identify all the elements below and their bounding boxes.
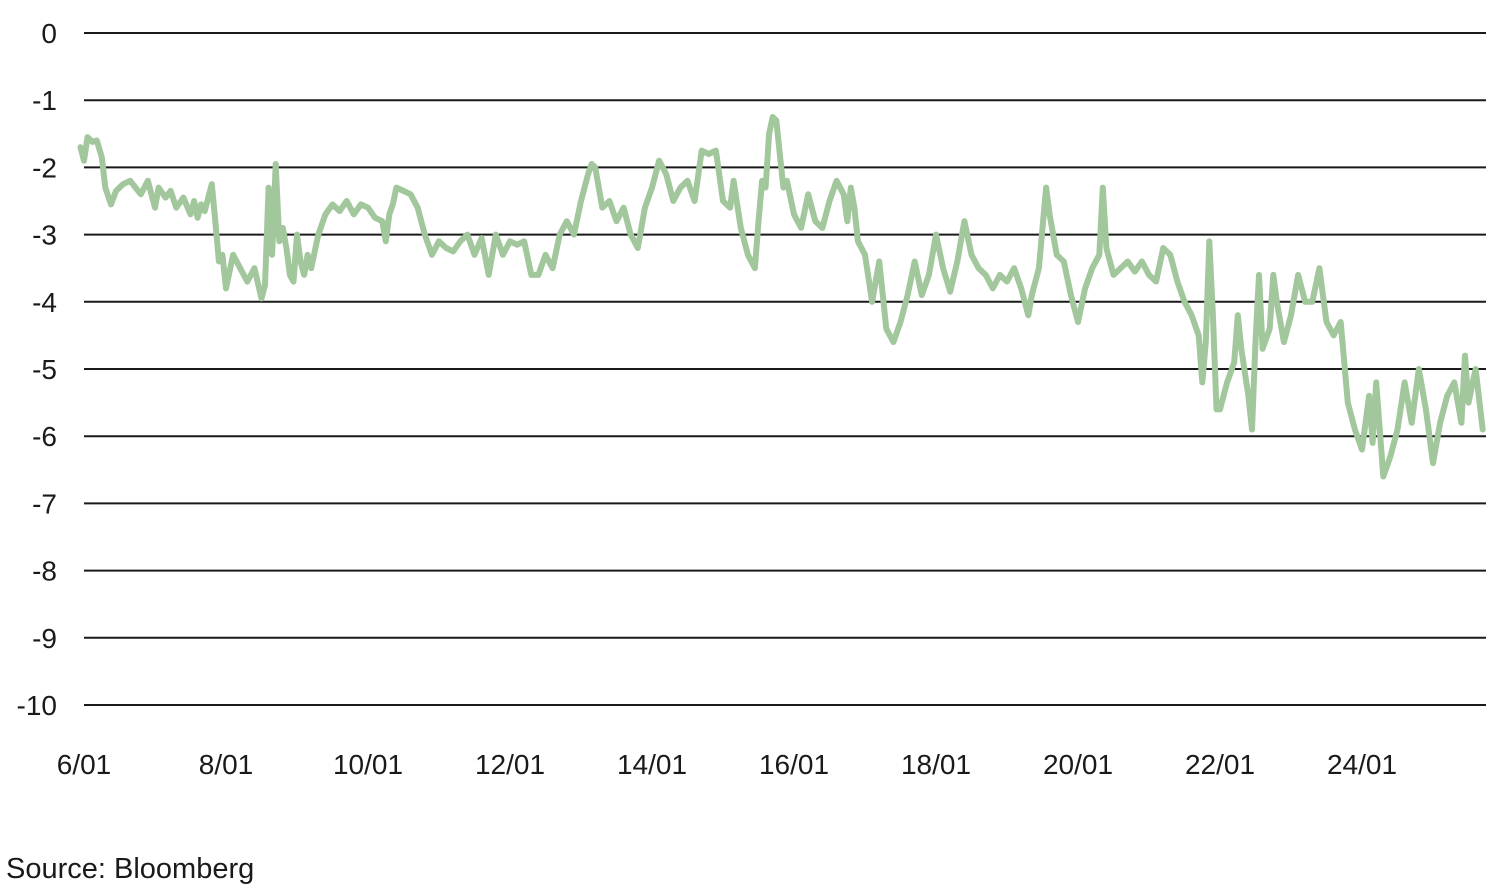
y-tick-label: -4 [32,287,57,318]
y-tick-label: -8 [32,556,57,587]
x-tick-label: 24/01 [1327,749,1397,780]
x-tick-label: 18/01 [901,749,971,780]
y-tick-label: -9 [32,623,57,654]
x-tick-label: 16/01 [759,749,829,780]
x-tick-label: 12/01 [475,749,545,780]
y-tick-label: -1 [32,85,57,116]
y-tick-label: -7 [32,488,57,519]
x-tick-label: 22/01 [1185,749,1255,780]
x-tick-label: 8/01 [199,749,254,780]
source-note: Source: Bloomberg [6,853,255,885]
series-line [77,114,1486,480]
x-tick-label: 10/01 [333,749,403,780]
chart-area: 0 -1 -2 -3 -4 -5 -6 -7 -8 -9 -10 6/01 8/01 10/01 12/01… [17,18,1486,780]
y-tick-label: -5 [32,354,57,385]
x-tick-label: 14/01 [617,749,687,780]
y-tick-label: -10 [17,690,57,721]
y-tick-label: -6 [32,421,57,452]
y-tick-label: -2 [32,152,57,183]
x-tick-label: 20/01 [1043,749,1113,780]
x-tick-label: 6/01 [57,749,112,780]
y-tick-label: -3 [32,220,57,251]
y-tick-label: 0 [41,18,57,49]
line-chart: 0 -1 -2 -3 -4 -5 -6 -7 -8 -9 -106/01 8/01 10/01 12/01… [17,18,1486,780]
